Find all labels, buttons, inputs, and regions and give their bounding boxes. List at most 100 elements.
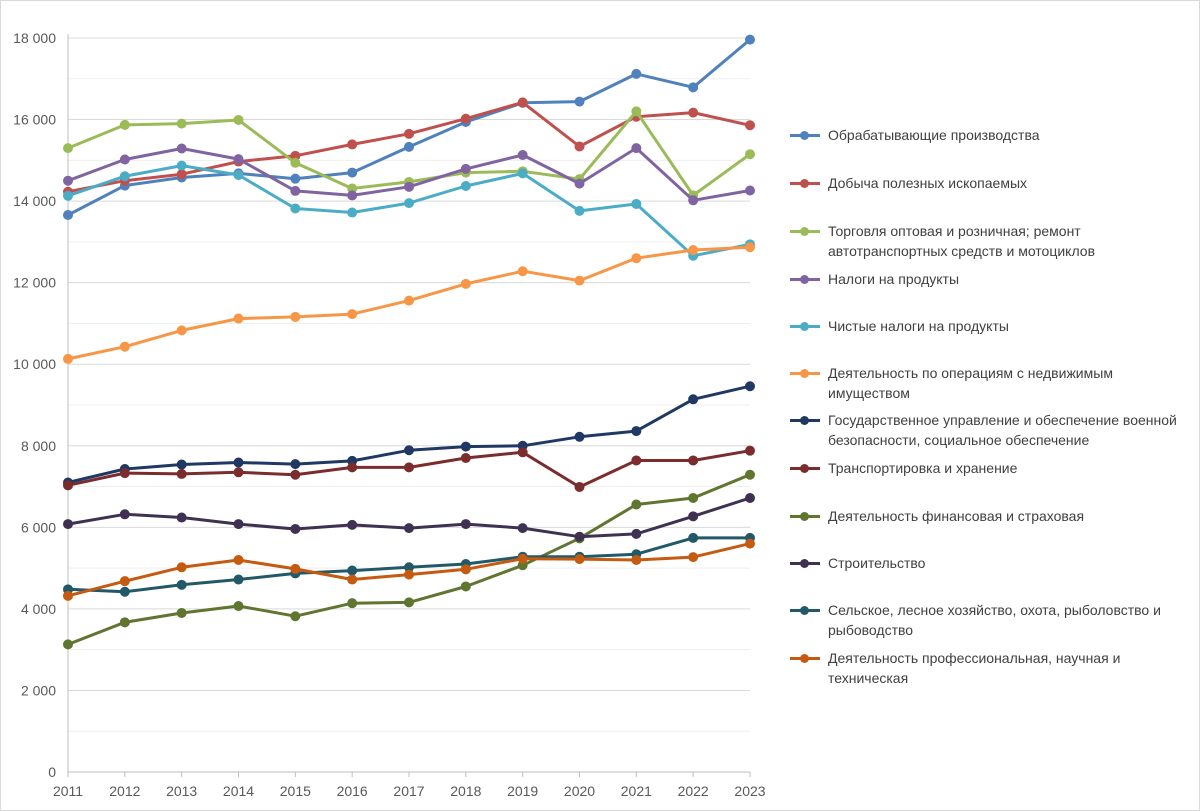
x-tick-label: 2018 [450,783,481,799]
data-point [688,511,699,522]
data-point [688,492,699,503]
data-point [176,512,187,523]
data-point [290,469,301,480]
data-point [404,198,414,209]
data-point [347,139,358,150]
data-point [233,154,244,165]
data-point [688,552,699,563]
data-point [404,569,414,580]
x-tick-label: 2014 [223,783,254,799]
data-point [631,106,642,117]
data-point [631,528,642,539]
data-point [233,457,244,468]
data-point [517,266,528,277]
data-point [517,97,528,108]
x-tick-label: 2012 [109,783,140,799]
data-point [745,34,755,45]
data-point [688,107,699,118]
series-8 [63,445,755,492]
x-tick-label: 2011 [53,783,83,799]
data-point [176,118,187,129]
x-tick-label: 2023 [734,783,765,799]
y-tick-label: 14 000 [13,193,56,209]
y-tick-label: 2 000 [21,682,56,698]
y-tick-label: 10 000 [13,356,56,372]
data-point [460,113,471,124]
data-point [631,554,642,565]
data-point [574,481,585,492]
data-point [404,445,414,456]
data-point [517,150,528,161]
data-point [347,519,358,530]
data-point [404,597,414,608]
data-point [290,157,301,168]
x-tick-label: 2022 [678,783,709,799]
data-point [404,462,414,473]
data-point [347,190,358,201]
data-point [688,195,699,206]
data-point [404,295,414,306]
data-point [119,341,130,352]
series-11 [63,532,755,597]
data-point [176,325,187,336]
data-point [347,309,358,320]
data-point [688,532,699,543]
data-point [176,607,187,618]
data-point [63,209,73,220]
data-point [290,203,301,214]
data-point [119,154,130,165]
data-point [233,601,244,612]
data-point [460,441,471,452]
data-point [688,455,699,466]
data-point [574,205,585,216]
data-point [63,353,73,364]
data-point [233,313,244,324]
data-point [176,169,187,180]
y-tick-label: 4 000 [21,601,56,617]
data-point [176,143,187,154]
series-6 [63,242,755,364]
series-10 [63,492,755,542]
data-point [404,128,414,139]
data-point [574,554,585,565]
y-tick-label: 18 000 [13,30,56,46]
data-point [460,581,471,592]
data-point [63,639,73,650]
data-point [233,574,244,585]
x-tick-label: 2013 [166,783,197,799]
data-point [233,170,244,181]
data-point [460,163,471,174]
data-point [176,579,187,590]
data-point [63,175,73,186]
data-point [119,617,130,628]
data-point [63,590,73,601]
data-point [290,611,301,622]
data-point [517,168,528,179]
data-point [119,119,130,130]
series-lines [63,34,755,650]
data-point [233,519,244,530]
y-tick-label: 6 000 [21,519,56,535]
data-point [176,160,187,171]
data-point [347,574,358,585]
gridlines [68,37,750,732]
data-point [517,553,528,564]
data-point [290,173,301,184]
data-point [290,311,301,322]
data-point [745,242,755,253]
data-point [745,445,755,456]
series-4 [63,143,755,206]
data-point [404,181,414,192]
data-point [745,492,755,503]
data-point [119,586,130,597]
data-point [63,190,73,201]
data-point [460,453,471,464]
data-point [574,275,585,286]
data-point [176,468,187,479]
data-point [460,181,471,192]
data-point [745,120,755,131]
data-point [631,499,642,510]
data-point [745,185,755,196]
data-point [574,141,585,152]
data-point [460,278,471,289]
